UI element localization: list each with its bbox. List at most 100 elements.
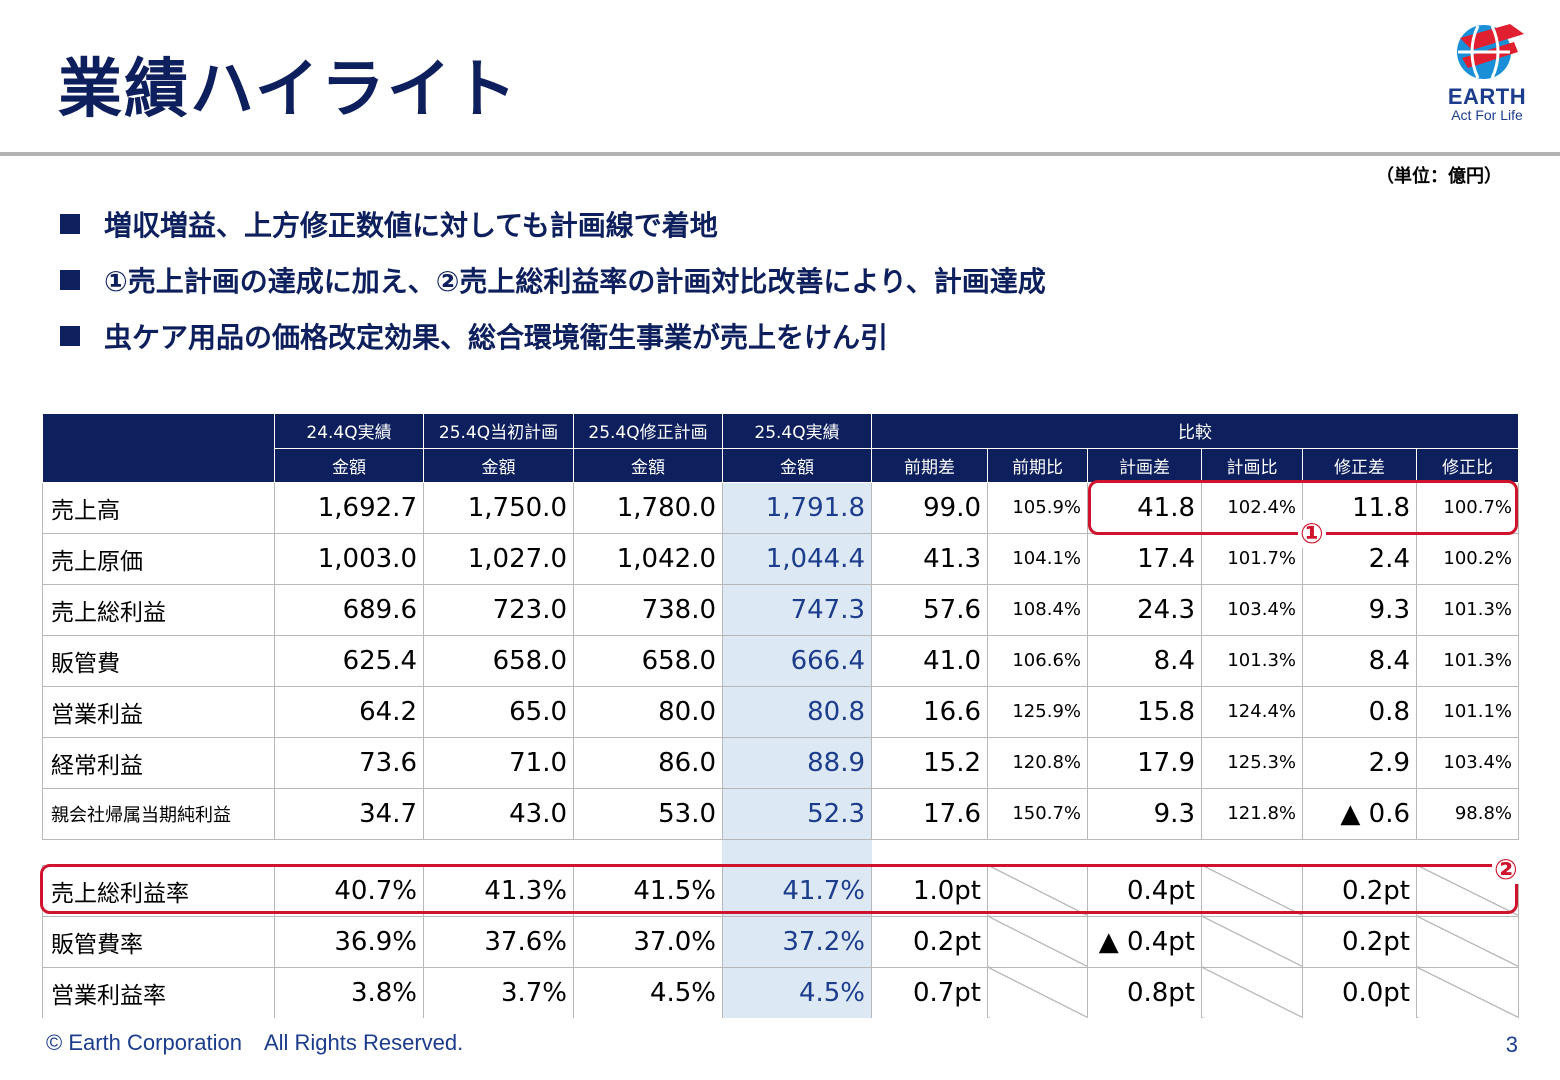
table-cell: 4.5% — [573, 966, 723, 1018]
table-cell: 689.6 — [274, 583, 424, 636]
table-row: 売上総利益 689.6 723.0 738.0 747.3 57.6 108.4… — [42, 583, 1520, 636]
not-applicable-cell — [987, 966, 1088, 1018]
globe-icon — [1457, 24, 1524, 79]
table-cell: 105.9% — [987, 481, 1088, 534]
table-cell: 0.8pt — [1087, 966, 1202, 1018]
table-cell: 0.2pt — [1302, 915, 1417, 968]
table-cell: 120.8% — [987, 736, 1088, 789]
square-bullet-icon — [60, 214, 80, 234]
table-cell: 150.7% — [987, 787, 1088, 840]
table-cell: 103.4% — [1201, 583, 1303, 636]
bullet-item: 虫ケア用品の価格改定効果、総合環境衛生事業が売上をけん引 — [60, 308, 1046, 364]
table-cell: 24.3 — [1087, 583, 1202, 636]
table-cell: 34.7 — [274, 787, 424, 840]
not-applicable-cell — [1415, 915, 1520, 968]
table-cell: 8.4 — [1087, 634, 1202, 687]
table-cell-actual: 1,791.8 — [722, 481, 872, 534]
table-cell-actual: 1,044.4 — [722, 532, 872, 585]
table-cell: 0.0pt — [1302, 966, 1417, 1018]
header-sub: 修正比 — [1415, 448, 1520, 483]
table-cell-actual: 88.9 — [722, 736, 872, 789]
table-cell: 1,750.0 — [423, 481, 574, 534]
table-cell: 1,027.0 — [423, 532, 574, 585]
table-cell: 37.6% — [423, 915, 574, 968]
header-group-comparison: 比較 — [870, 414, 1520, 449]
table-cell: 101.3% — [1415, 634, 1520, 687]
header-sub: 金額 — [722, 448, 872, 483]
table-cell: 658.0 — [573, 634, 723, 687]
table-cell: 0.8 — [1302, 685, 1417, 738]
table-cell: 625.4 — [274, 634, 424, 687]
row-label: 販管費率 — [42, 915, 275, 968]
header-group: 25.4Q修正計画 — [573, 414, 723, 449]
header-sub: 金額 — [573, 448, 723, 483]
table-cell: ▲ 0.4pt — [1087, 915, 1202, 968]
header-sub: 前期差 — [871, 448, 988, 483]
logo-tagline: Act For Life — [1451, 107, 1523, 123]
marker-two: ② — [1492, 853, 1520, 886]
row-label: 経常利益 — [42, 736, 275, 789]
row-label: 親会社帰属当期純利益 — [42, 787, 275, 840]
table-cell: 73.6 — [274, 736, 424, 789]
table-cell: 98.8% — [1415, 787, 1520, 840]
table-row: 販管費 625.4 658.0 658.0 666.4 41.0 106.6% … — [42, 634, 1520, 687]
table-row: 営業利益 64.2 65.0 80.0 80.8 16.6 125.9% 15.… — [42, 685, 1520, 738]
table-cell-actual: 666.4 — [722, 634, 872, 687]
bullet-item: 増収増益、上方修正数値に対しても計画線で着地 — [60, 196, 1046, 252]
highlight-box-gross-margin — [40, 864, 1518, 914]
table-row: 営業利益率 3.8% 3.7% 4.5% 4.5% 0.7pt 0.8pt 0.… — [42, 966, 1520, 1018]
header-sub: 金額 — [274, 448, 424, 483]
table-cell: 8.4 — [1302, 634, 1417, 687]
not-applicable-cell — [987, 864, 1088, 917]
table-cell: 1.0pt — [871, 864, 988, 917]
header-group: 25.4Q当初計画 — [423, 414, 574, 449]
bullet-text: 虫ケア用品の価格改定効果、総合環境衛生事業が売上をけん引 — [104, 321, 889, 354]
row-label: 販管費 — [42, 634, 275, 687]
row-label: 営業利益 — [42, 685, 275, 738]
table-spacer-row — [42, 838, 1519, 866]
not-applicable-cell — [1415, 864, 1520, 917]
table-cell: 101.7% — [1201, 532, 1303, 585]
table-cell: 36.9% — [274, 915, 424, 968]
table-cell: 124.4% — [1201, 685, 1303, 738]
table-cell: 125.9% — [987, 685, 1088, 738]
table-row: 売上総利益率 40.7% 41.3% 41.5% 41.7% 1.0pt 0.4… — [42, 864, 1520, 917]
table-cell: 16.6 — [871, 685, 988, 738]
copyright: © Earth Corporation All Rights Reserved. — [46, 1030, 464, 1055]
table-row: 販管費率 36.9% 37.6% 37.0% 37.2% 0.2pt ▲ 0.4… — [42, 915, 1520, 968]
table-cell: 738.0 — [573, 583, 723, 636]
table-cell: 53.0 — [573, 787, 723, 840]
bullet-text: 増収増益、上方修正数値に対しても計画線で着地 — [104, 209, 718, 242]
row-label: 売上総利益 — [42, 583, 275, 636]
earth-logo: EARTH Act For Life — [1440, 18, 1540, 130]
bullet-item: ①売上計画の達成に加え、②売上総利益率の計画対比改善により、計画達成 — [60, 252, 1046, 308]
table-cell: 40.7% — [274, 864, 424, 917]
table-cell: 43.0 — [423, 787, 574, 840]
header-sub: 前期比 — [987, 448, 1088, 483]
header-sub: 修正差 — [1302, 448, 1417, 483]
table-cell: 9.3 — [1302, 583, 1417, 636]
table-cell-actual: 37.2% — [722, 915, 872, 968]
row-label: 売上原価 — [42, 532, 275, 585]
table-cell: 100.2% — [1415, 532, 1520, 585]
table-cell: 3.7% — [423, 966, 574, 1018]
table-row: 親会社帰属当期純利益 34.7 43.0 53.0 52.3 17.6 150.… — [42, 787, 1520, 840]
bullet-list: 増収増益、上方修正数値に対しても計画線で着地 ①売上計画の達成に加え、②売上総利… — [60, 196, 1046, 364]
table-cell: 41.3 — [871, 532, 988, 585]
not-applicable-cell — [987, 915, 1088, 968]
not-applicable-cell — [1201, 915, 1303, 968]
table-cell: 100.7% — [1415, 481, 1520, 534]
page-number: 3 — [1505, 1032, 1518, 1057]
table-cell: 1,042.0 — [573, 532, 723, 585]
table-cell: 65.0 — [423, 685, 574, 738]
table-cell: 1,780.0 — [573, 481, 723, 534]
table-cell: 64.2 — [274, 685, 424, 738]
table-cell: 15.8 — [1087, 685, 1202, 738]
title-divider — [0, 152, 1560, 156]
table-cell: 658.0 — [423, 634, 574, 687]
table-cell: 86.0 — [573, 736, 723, 789]
table-cell-actual: 52.3 — [722, 787, 872, 840]
table-cell: 80.0 — [573, 685, 723, 738]
table-cell: 125.3% — [1201, 736, 1303, 789]
table-cell-actual: 41.7% — [722, 864, 872, 917]
